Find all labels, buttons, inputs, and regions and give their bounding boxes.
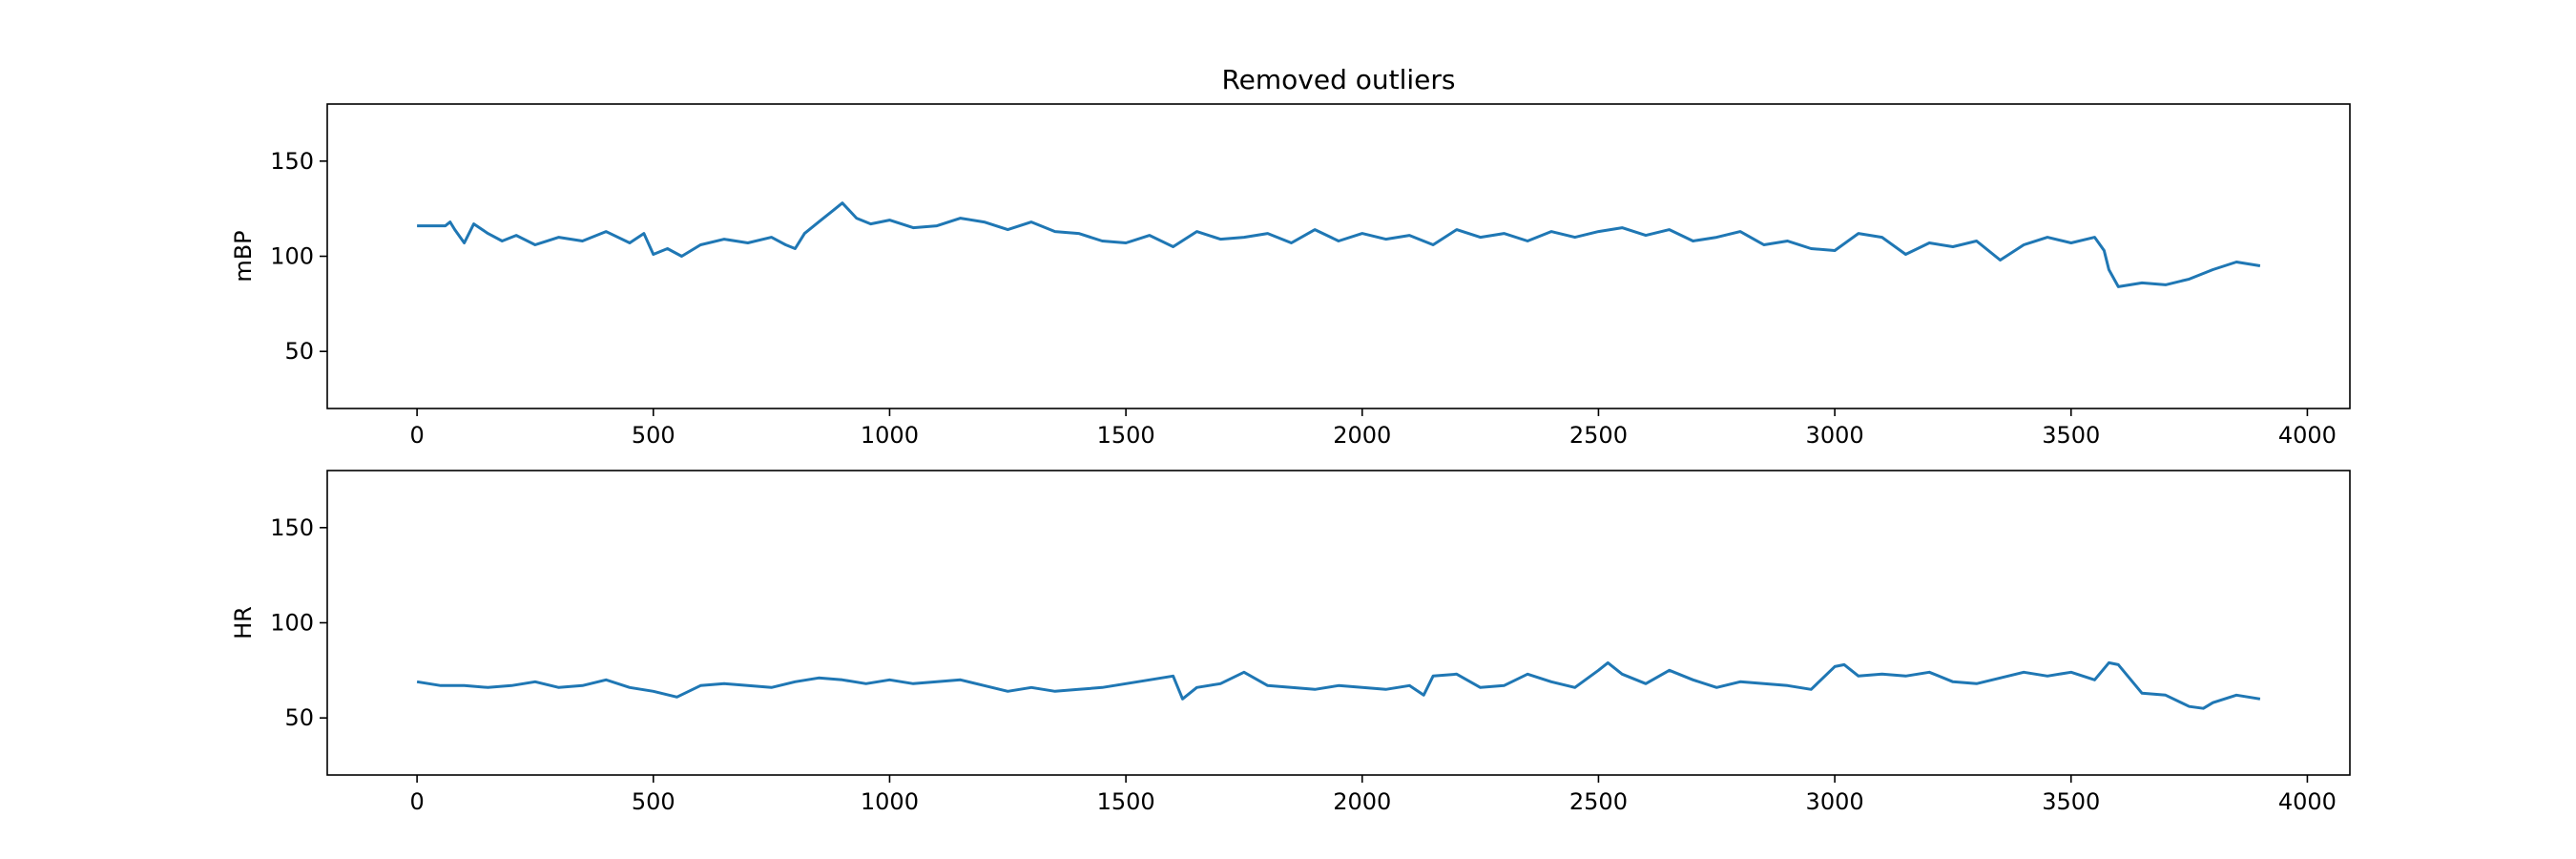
series-line-1-1 xyxy=(417,201,2261,288)
x-tick-label: 3000 xyxy=(1806,422,1864,449)
y-axis-label: mBP xyxy=(230,230,257,282)
axes-panel-2: 0 500 1000 1500 2000 2500 3000 3500 4000 50 100 150… xyxy=(230,470,2351,815)
chart-title: Removed outliers xyxy=(1221,64,1455,95)
y-tick-label: 100 xyxy=(270,243,314,270)
x-tick-label: 500 xyxy=(632,422,675,449)
x-tick-label: 1500 xyxy=(1097,422,1155,449)
x-tick-label: 3500 xyxy=(2042,422,2100,449)
x-tick-label: 4000 xyxy=(2278,788,2337,815)
y-tick-label: 100 xyxy=(270,610,314,637)
x-tick-label: 2000 xyxy=(1333,422,1391,449)
x-tick-label: 2500 xyxy=(1569,788,1628,815)
x-tick-label: 500 xyxy=(632,788,675,815)
x-tick-label: 2000 xyxy=(1333,788,1391,815)
x-tick-label: 1500 xyxy=(1097,788,1155,815)
x-tick-label: 1000 xyxy=(861,422,919,449)
x-tick-label: 0 xyxy=(409,422,424,449)
y-tick-label: 150 xyxy=(270,514,314,541)
axes-panel-1: 0 500 1000 1500 2000 2500 3000 3500 4000 50 100 150… xyxy=(230,103,2351,449)
y-tick-label: 50 xyxy=(284,338,314,365)
y-axis-label: HR xyxy=(230,606,257,639)
x-tick-label: 1000 xyxy=(861,788,919,815)
x-tick-label: 0 xyxy=(409,788,424,815)
y-tick-label: 50 xyxy=(284,704,314,731)
x-tick-label: 3000 xyxy=(1806,788,1864,815)
x-tick-label: 2500 xyxy=(1569,422,1628,449)
axes-layer: 0 500 1000 1500 2000 2500 3000 3500 400050100150… xyxy=(230,103,2351,815)
y-tick-label: 150 xyxy=(270,148,314,175)
x-tick-label: 4000 xyxy=(2278,422,2337,449)
series-line-2-1 xyxy=(416,660,2261,710)
x-tick-label: 3500 xyxy=(2042,788,2100,815)
